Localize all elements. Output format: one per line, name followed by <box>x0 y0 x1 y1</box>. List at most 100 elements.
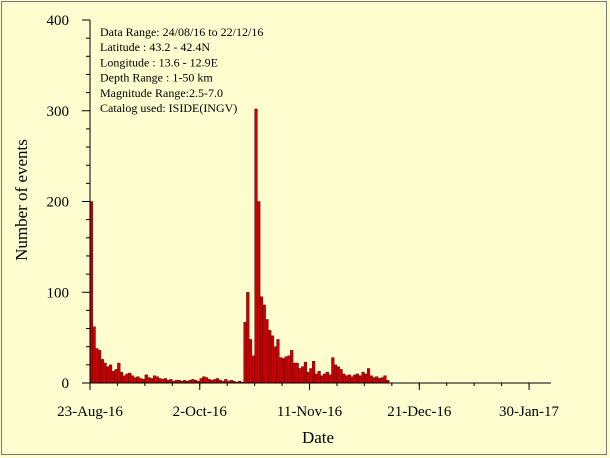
bar <box>334 364 338 384</box>
bar <box>109 364 113 384</box>
bar <box>344 375 349 384</box>
bar <box>273 346 277 384</box>
bar <box>152 375 157 384</box>
bar <box>375 376 379 384</box>
bar <box>114 369 118 384</box>
bar <box>117 362 121 384</box>
bar <box>287 355 291 384</box>
bar <box>199 378 203 384</box>
bar <box>298 368 302 384</box>
bar <box>100 359 104 384</box>
info-line: Magnitude Range:2.5-7.0 <box>100 86 223 100</box>
y-tick-label: 100 <box>47 285 70 301</box>
bar <box>161 379 165 384</box>
bars-group <box>89 108 390 384</box>
bar <box>339 369 343 384</box>
bar <box>92 326 96 384</box>
bar <box>205 377 209 384</box>
info-box: Data Range: 24/08/16 to 22/12/16Latitude… <box>100 25 263 115</box>
bar <box>325 371 329 384</box>
bar <box>366 368 371 384</box>
y-tick-label: 200 <box>47 195 70 211</box>
x-tick-label: 2-Oct-16 <box>173 404 228 420</box>
bar <box>207 379 211 384</box>
bar <box>355 373 360 384</box>
bar <box>95 348 99 384</box>
bar <box>276 339 280 384</box>
bar <box>130 375 135 384</box>
bar <box>251 355 255 384</box>
bar <box>369 375 373 384</box>
bar <box>303 361 307 384</box>
bar <box>259 296 264 384</box>
bar <box>125 373 129 384</box>
bar <box>336 366 340 384</box>
bar <box>306 371 310 384</box>
bar <box>191 379 195 384</box>
bar <box>163 378 168 384</box>
bar <box>150 378 154 384</box>
y-axis-title: Number of events <box>12 139 31 261</box>
info-line: Catalog used: ISIDE(INGV) <box>100 101 237 115</box>
bar <box>141 379 146 384</box>
y-tick-label: 300 <box>47 104 70 120</box>
bar <box>133 377 137 384</box>
bar <box>380 377 384 384</box>
bar <box>268 330 272 384</box>
bar <box>309 368 313 384</box>
bar <box>320 375 324 384</box>
bar <box>246 292 250 384</box>
bar <box>158 378 162 384</box>
bar <box>147 377 151 384</box>
bar <box>314 373 318 384</box>
bar <box>224 379 228 384</box>
bar <box>136 376 140 384</box>
y-tick-label: 400 <box>47 13 70 29</box>
bar <box>383 375 387 384</box>
bar <box>119 371 124 384</box>
bar <box>290 350 294 384</box>
bar <box>342 373 346 384</box>
bar <box>353 374 357 384</box>
bar <box>155 376 159 384</box>
x-tick-label: 23-Aug-16 <box>57 404 123 420</box>
bar <box>292 362 297 384</box>
x-tick-label: 30-Jan-17 <box>499 404 559 420</box>
bar <box>312 361 316 384</box>
ticks-group: 0 100 200 300 400 23-Aug-16 2-Oct-16 11-Nov-16 2… <box>47 13 560 420</box>
bar <box>262 304 266 384</box>
bar <box>284 356 288 384</box>
bar <box>254 108 258 384</box>
bar <box>144 374 148 384</box>
info-line: Latitude : 43.2 - 42.4N <box>100 40 210 54</box>
info-line: Longitude : 13.6 - 12.9E <box>100 55 218 69</box>
bar <box>358 375 362 384</box>
bar <box>265 319 269 384</box>
x-tick-label: 11-Nov-16 <box>277 404 343 420</box>
bar <box>139 378 143 384</box>
bar <box>377 378 382 384</box>
bar <box>295 362 299 384</box>
info-line: Data Range: 24/08/16 to 22/12/16 <box>100 25 263 39</box>
bar <box>216 378 220 384</box>
bar <box>128 372 132 384</box>
bar <box>281 358 286 384</box>
bar <box>270 335 275 384</box>
bar <box>111 371 115 384</box>
bar <box>317 371 321 384</box>
bar <box>328 374 332 384</box>
bar <box>301 366 305 384</box>
bar <box>202 376 206 384</box>
bar <box>257 201 261 384</box>
bar <box>361 371 365 384</box>
bar <box>243 321 247 384</box>
bar <box>331 357 335 384</box>
x-tick-label: 21-Dec-16 <box>387 404 452 420</box>
bar <box>169 379 173 384</box>
info-line: Depth Range : 1-50 km <box>100 71 213 85</box>
bar <box>122 375 126 384</box>
bar <box>98 350 102 384</box>
bar <box>103 362 107 384</box>
